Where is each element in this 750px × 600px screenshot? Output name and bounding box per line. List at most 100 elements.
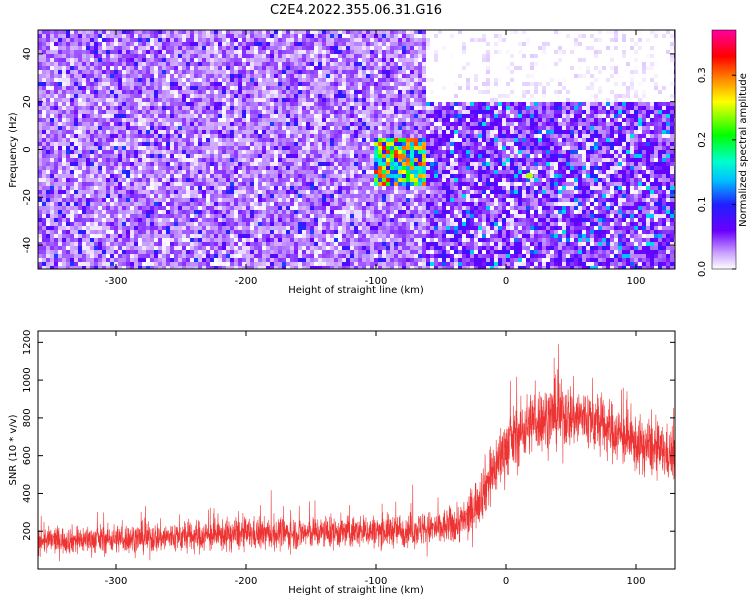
heatmap-cell xyxy=(214,78,218,82)
heatmap-cell xyxy=(74,134,78,138)
heatmap-cell xyxy=(198,198,202,202)
heatmap-cell xyxy=(134,190,138,194)
heatmap-cell xyxy=(326,114,330,118)
heatmap-cell xyxy=(78,194,82,198)
heatmap-cell xyxy=(246,198,250,202)
heatmap-cell xyxy=(346,62,350,66)
heatmap-cell xyxy=(254,102,258,106)
heatmap-cell xyxy=(350,114,354,118)
heatmap-cell xyxy=(210,178,214,182)
heatmap-cell xyxy=(114,162,118,166)
heatmap-cell xyxy=(134,42,138,46)
heatmap-cell xyxy=(286,78,290,82)
heatmap-cell xyxy=(62,114,66,118)
heatmap-cell xyxy=(330,218,334,222)
heatmap-cell xyxy=(346,74,350,78)
heatmap-cell xyxy=(302,238,306,242)
heatmap-cell xyxy=(294,142,298,146)
heatmap-cell xyxy=(290,210,294,214)
heatmap-cell xyxy=(130,70,134,74)
heatmap-cell xyxy=(178,106,182,110)
heatmap-cell xyxy=(258,158,262,162)
heatmap-cell xyxy=(198,102,202,106)
heatmap-cell xyxy=(314,242,318,246)
heatmap-cell xyxy=(74,74,78,78)
heatmap-cell xyxy=(78,214,82,218)
heatmap-cell xyxy=(310,70,314,74)
heatmap-cell xyxy=(346,238,350,242)
heatmap-cell xyxy=(50,194,54,198)
heatmap-cell xyxy=(358,250,362,254)
heatmap-cell xyxy=(226,162,230,166)
heatmap-cell xyxy=(54,210,58,214)
heatmap-cell xyxy=(234,34,238,38)
heatmap-cell xyxy=(62,182,66,186)
heatmap-cell xyxy=(198,126,202,130)
heatmap-cell xyxy=(326,150,330,154)
heatmap-cell xyxy=(326,190,330,194)
heatmap-cell xyxy=(94,210,98,214)
heatmap-cell xyxy=(338,142,342,146)
heatmap-cell xyxy=(118,206,122,210)
heatmap-cell xyxy=(82,222,86,226)
heatmap-cell xyxy=(302,66,306,70)
heatmap-cell xyxy=(274,242,278,246)
heatmap-cell xyxy=(150,38,154,42)
heatmap-cell xyxy=(302,258,306,262)
heatmap-cell xyxy=(98,86,102,90)
heatmap-cell xyxy=(174,122,178,126)
heatmap-cell xyxy=(54,158,58,162)
heatmap-cell xyxy=(90,202,94,206)
heatmap-cell xyxy=(230,214,234,218)
heatmap-cell xyxy=(166,118,170,122)
heatmap-cell xyxy=(214,122,218,126)
heatmap-cell xyxy=(194,194,198,198)
heatmap-cell xyxy=(94,266,98,269)
heatmap-cell xyxy=(42,202,46,206)
heatmap-cell xyxy=(178,162,182,166)
heatmap-cell xyxy=(134,102,138,106)
heatmap-cell xyxy=(250,94,254,98)
heatmap-cell xyxy=(122,210,126,214)
heatmap-cell xyxy=(38,158,42,162)
heatmap-cell xyxy=(114,90,118,94)
heatmap-cell xyxy=(114,154,118,158)
heatmap-cell xyxy=(162,134,166,138)
heatmap-cell xyxy=(138,66,142,70)
heatmap-cell xyxy=(362,254,366,258)
heatmap-cell xyxy=(210,154,214,158)
heatmap-cell xyxy=(358,166,362,170)
heatmap-cell xyxy=(310,62,314,66)
heatmap-cell xyxy=(174,134,178,138)
heatmap-cell xyxy=(310,242,314,246)
heatmap-cell xyxy=(106,246,110,250)
heatmap-cell xyxy=(246,254,250,258)
heatmap-cell xyxy=(346,210,350,214)
heatmap-cell xyxy=(94,138,98,142)
heatmap-cell xyxy=(198,266,202,269)
heatmap-cell xyxy=(318,74,322,78)
heatmap-cell xyxy=(274,162,278,166)
heatmap-cell xyxy=(126,258,130,262)
heatmap-cell xyxy=(250,266,254,269)
heatmap-cell xyxy=(138,150,142,154)
heatmap-cell xyxy=(114,250,118,254)
heatmap-cell xyxy=(242,262,246,266)
heatmap-cell xyxy=(354,170,358,174)
heatmap-cell xyxy=(218,186,222,190)
heatmap-cell xyxy=(158,246,162,250)
heatmap-cell xyxy=(358,150,362,154)
heatmap-cell xyxy=(246,46,250,50)
heatmap-cell xyxy=(206,146,210,150)
heatmap-cell xyxy=(362,82,366,86)
heatmap-cell xyxy=(138,142,142,146)
heatmap-cell xyxy=(318,66,322,70)
heatmap-cell xyxy=(278,194,282,198)
heatmap-cell xyxy=(66,246,70,250)
heatmap-cell xyxy=(226,126,230,130)
heatmap-cell xyxy=(330,178,334,182)
heatmap-cell xyxy=(114,234,118,238)
heatmap-cell xyxy=(162,54,166,58)
heatmap-cell xyxy=(126,122,130,126)
heatmap-cell xyxy=(366,122,370,126)
